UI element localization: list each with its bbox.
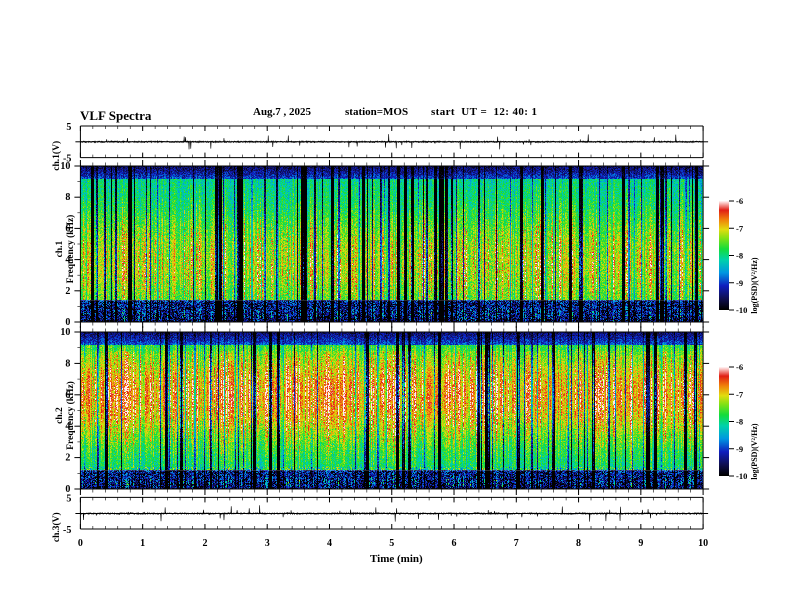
svg-text:5: 5 <box>66 493 71 504</box>
svg-text:-5: -5 <box>63 154 71 165</box>
svg-text:-6: -6 <box>736 196 743 206</box>
svg-text:-10: -10 <box>736 305 747 315</box>
svg-text:-8: -8 <box>736 251 743 261</box>
svg-text:9: 9 <box>638 538 643 549</box>
svg-text:6: 6 <box>452 538 457 549</box>
svg-text:10: 10 <box>60 327 70 338</box>
svg-text:ch.2Frequency (kHz): ch.2Frequency (kHz) <box>55 381 76 450</box>
svg-text:4: 4 <box>65 255 70 266</box>
svg-text:ch.3(V): ch.3(V) <box>51 512 62 542</box>
svg-text:8: 8 <box>576 538 581 549</box>
svg-text:2: 2 <box>65 286 70 297</box>
svg-text:10: 10 <box>698 538 708 549</box>
svg-text:3: 3 <box>265 538 270 549</box>
svg-text:0: 0 <box>65 484 70 495</box>
svg-text:6: 6 <box>65 390 70 401</box>
svg-text:-10: -10 <box>736 471 747 481</box>
svg-text:2: 2 <box>65 453 70 464</box>
svg-text:5: 5 <box>389 538 394 549</box>
svg-text:2: 2 <box>202 538 207 549</box>
svg-text:log(PSD)(V²/Hz): log(PSD)(V²/Hz) <box>750 257 759 314</box>
svg-text:-6: -6 <box>736 362 743 372</box>
svg-text:-7: -7 <box>736 389 744 399</box>
svg-text:-8: -8 <box>736 417 743 427</box>
svg-text:log(PSD)(V²/Hz): log(PSD)(V²/Hz) <box>750 423 759 480</box>
svg-text:ch.1Frequency (kHz): ch.1Frequency (kHz) <box>55 215 76 284</box>
svg-text:-9: -9 <box>736 278 743 288</box>
svg-text:5: 5 <box>66 122 71 133</box>
svg-text:ch.1(V): ch.1(V) <box>51 141 62 171</box>
svg-text:1: 1 <box>140 538 145 549</box>
svg-text:0: 0 <box>65 317 70 328</box>
svg-text:-5: -5 <box>63 525 71 536</box>
svg-text:4: 4 <box>65 421 70 432</box>
svg-text:8: 8 <box>65 192 70 203</box>
svg-text:-7: -7 <box>736 223 744 233</box>
svg-text:6: 6 <box>65 223 70 234</box>
svg-text:8: 8 <box>65 358 70 369</box>
svg-text:0: 0 <box>78 538 83 549</box>
svg-text:10: 10 <box>60 161 70 172</box>
svg-text:4: 4 <box>327 538 332 549</box>
svg-text:7: 7 <box>514 538 519 549</box>
svg-text:-9: -9 <box>736 444 743 454</box>
